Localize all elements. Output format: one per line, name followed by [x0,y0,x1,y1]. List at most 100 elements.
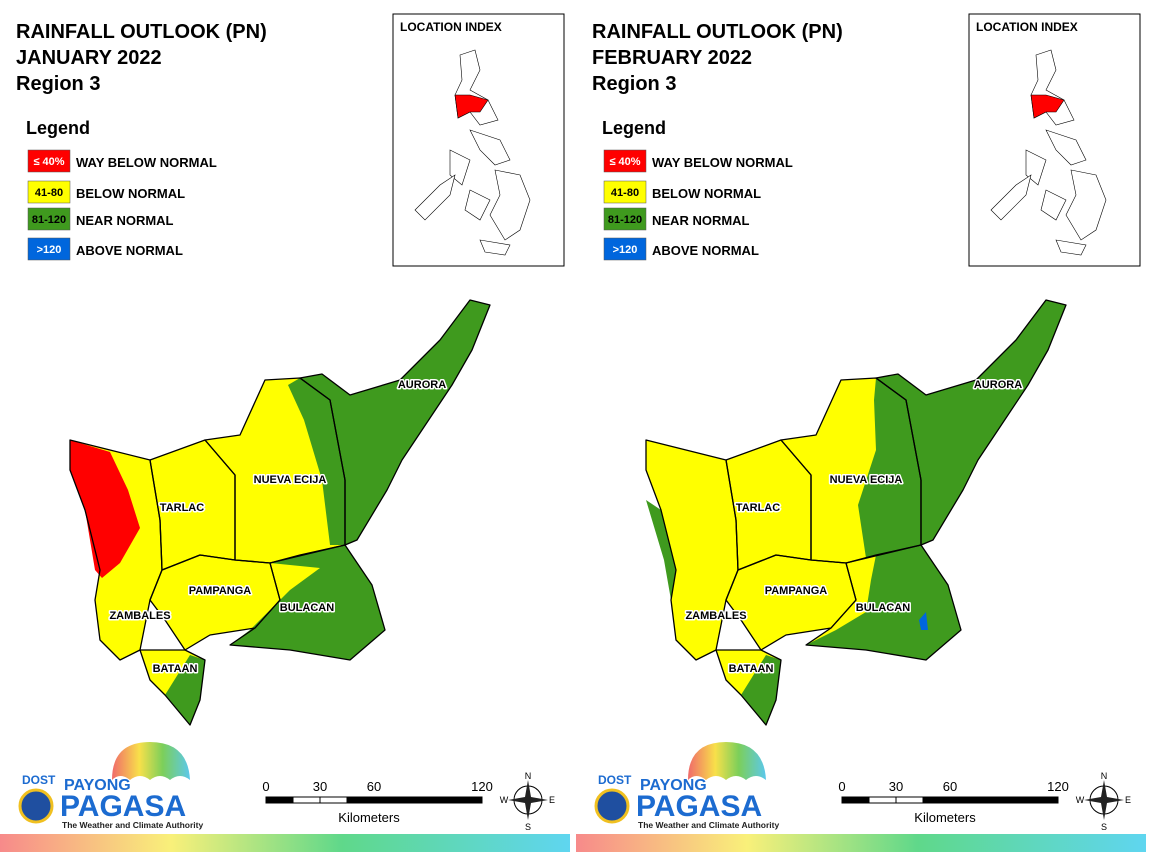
ph-highlight [454,94,489,119]
ph-island [464,189,491,221]
legend-swatch [27,207,71,231]
province-border [715,649,782,726]
rainfall-zone [70,440,140,578]
logo-agency: DOST [598,773,632,787]
color-band [576,834,1146,852]
legend-title: Legend [26,118,90,138]
scale-segment [265,796,294,804]
panel: RAINFALL OUTLOOK (PN) JANUARY 2022 Region … [0,13,570,852]
scale-segment [841,796,870,804]
rainfall-zone [919,612,928,630]
legend-swatch [603,149,647,173]
province-fill [150,440,235,570]
scale-segment [922,796,951,804]
province-label: NUEVA ECIJA [830,474,903,486]
title-line: Region 3 [16,73,100,95]
scale-segment [895,796,924,804]
legend-range: >120 [613,244,638,256]
legend-range: 81-120 [608,214,642,226]
ph-island [1025,149,1047,186]
province-border [299,299,491,546]
legend-label: NEAR NORMAL [652,213,750,228]
scale-segment [346,796,375,804]
title-line: RAINFALL OUTLOOK (PN) [16,21,267,43]
panel: RAINFALL OUTLOOK (PN) FEBRUARY 2022 Region… [576,13,1146,852]
ph-island [1045,129,1087,166]
legend-range: ≤ 40% [609,156,640,168]
province-border [229,544,386,661]
rainfall-zone [165,655,205,725]
scale-segment [949,796,1059,804]
compass-star [508,780,548,820]
scale-segment [292,796,321,804]
province-label: AURORA [398,379,446,391]
location-title: LOCATION INDEX [400,20,502,34]
legend-swatch [27,180,71,204]
province-label: BULACAN [856,602,910,614]
province-border [875,299,1067,546]
legend-label: ABOVE NORMAL [652,243,759,258]
legend-label: BELOW NORMAL [652,186,761,201]
umbrella [112,742,190,780]
scale-segment [373,796,483,804]
scale-segment [319,796,348,804]
compass-star [1084,780,1124,820]
compass-letter: E [1125,795,1131,805]
ph-island [1065,169,1107,241]
ph-island [414,174,456,221]
rainfall-zone [741,655,781,725]
legend-range: >120 [37,244,62,256]
rainfall-zone [646,500,676,600]
title-line: JANUARY 2022 [16,47,162,69]
legend-range: 41-80 [35,187,63,199]
legend-label: WAY BELOW NORMAL [76,155,217,170]
legend-title: Legend [602,118,666,138]
location-title: LOCATION INDEX [976,20,1078,34]
ph-island [479,239,511,256]
scale-tick-label: 60 [943,779,957,794]
scale-tick-label: 30 [889,779,903,794]
province-label: NUEVA ECIJA [254,474,327,486]
province-border [805,544,962,661]
scale-segment [868,796,897,804]
ph-island [990,174,1032,221]
compass-letter: S [1101,822,1107,832]
province-label: PAMPANGA [765,585,828,597]
legend-range: ≤ 40% [33,156,64,168]
legend-label: NEAR NORMAL [76,213,174,228]
legend-swatch [27,149,71,173]
province-label: TARLAC [736,502,780,514]
legend-swatch [27,237,71,261]
legend-range: 81-120 [32,214,66,226]
title-line: Region 3 [592,73,676,95]
logo-agency: DOST [22,773,56,787]
logo-seal [594,788,630,824]
ph-island [1040,189,1067,221]
color-band [0,834,570,852]
logo-brand: PAGASA [60,790,186,823]
legend-label: ABOVE NORMAL [76,243,183,258]
province-label: TARLAC [160,502,204,514]
province-fill [646,440,738,660]
rainfall-zone [288,378,345,545]
logo-brand-top: PAYONG [640,777,707,794]
province-border [139,649,206,726]
scale-tick-label: 120 [471,779,493,794]
ph-island [489,169,531,241]
province-label: PAMPANGA [189,585,252,597]
province-fill [300,300,490,545]
province-fill [876,300,1066,545]
rainfall-zone [858,378,921,558]
scale-tick-label: 0 [838,779,845,794]
province-fill [726,555,856,650]
scale-unit: Kilometers [338,810,400,825]
province-label: AURORA [974,379,1022,391]
legend-label: WAY BELOW NORMAL [652,155,793,170]
ph-island [1055,239,1087,256]
logo-seal [18,788,54,824]
rainfall-zone [806,545,961,660]
legend-swatch [603,207,647,231]
ph-island [469,129,511,166]
legend-swatch [603,237,647,261]
province-fill [150,555,280,650]
